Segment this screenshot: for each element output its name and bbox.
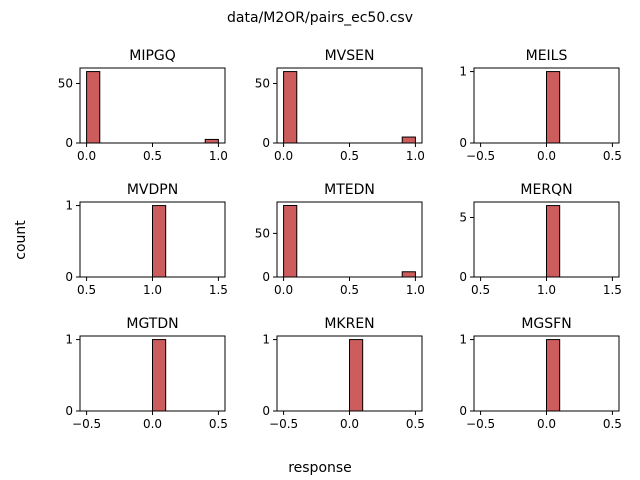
y-tick-label: 0: [65, 404, 73, 418]
x-tick-label: −0.5: [269, 417, 298, 431]
subplot-title: MIPGQ: [129, 48, 176, 64]
y-tick-label: 1: [459, 333, 467, 347]
histogram-bar: [283, 71, 298, 144]
subplot-panel: MERQN 0.5 1.0 1.5 0 5: [459, 182, 622, 297]
y-tick-label: 0: [459, 270, 467, 284]
x-tick-label: 0.0: [537, 417, 556, 431]
subplot-title: MERQN: [520, 182, 572, 198]
x-tick-label: 0.0: [274, 283, 293, 297]
figure-ylabel: count: [13, 220, 29, 260]
y-tick-label: 5: [459, 210, 467, 224]
histogram-bar: [86, 71, 101, 144]
y-tick-label: 0: [262, 270, 270, 284]
y-tick-label: 1: [65, 199, 73, 213]
subplot-panel: MTEDN 0.0 0.5 1.0 0 50: [255, 182, 425, 297]
histogram-bar: [349, 339, 364, 412]
x-tick-label: 1.0: [406, 283, 425, 297]
subplot-panel: MVDPN 0.5 1.0 1.5 0 1: [65, 182, 228, 297]
histogram-bar: [152, 339, 167, 412]
x-tick-label: 0.0: [77, 149, 96, 163]
x-tick-label: 1.0: [537, 283, 556, 297]
x-tick-label: 1.0: [143, 283, 162, 297]
histogram-bar: [401, 271, 416, 278]
x-tick-label: 0.5: [603, 149, 622, 163]
subplot-panel: MIPGQ 0.0 0.5 1.0 0 50: [58, 48, 228, 163]
subplot-title: MKREN: [324, 316, 374, 332]
y-tick-label: 1: [459, 65, 467, 79]
x-tick-label: −0.5: [72, 417, 101, 431]
y-tick-label: 50: [255, 76, 270, 90]
figure-xlabel: response: [288, 460, 352, 476]
subplot-panel: MGSFN −0.5 0.0 0.5 0 1: [459, 316, 622, 431]
subplot-title: MGTDN: [126, 316, 178, 332]
x-tick-label: 0.5: [471, 283, 490, 297]
x-tick-label: 1.0: [406, 149, 425, 163]
y-tick-label: 1: [262, 333, 270, 347]
histogram-bar: [401, 136, 416, 144]
histogram-bar: [546, 339, 561, 412]
histogram-bar: [152, 205, 167, 278]
x-tick-label: 0.0: [274, 149, 293, 163]
subplot-title: MTEDN: [324, 182, 375, 198]
x-tick-label: 1.5: [209, 283, 228, 297]
x-tick-label: 0.5: [77, 283, 96, 297]
subplot-title: MGSFN: [521, 316, 571, 332]
x-tick-label: 0.5: [209, 417, 228, 431]
y-tick-label: 0: [262, 404, 270, 418]
x-tick-label: 0.0: [143, 417, 162, 431]
subplot-title: MVSEN: [325, 48, 375, 64]
y-tick-label: 0: [459, 404, 467, 418]
y-tick-label: 0: [262, 136, 270, 150]
x-tick-label: 0.5: [603, 417, 622, 431]
histogram-bar: [546, 71, 561, 144]
x-tick-label: −0.5: [466, 417, 495, 431]
subplot-panel: MGTDN −0.5 0.0 0.5 0 1: [65, 316, 228, 431]
histogram-bar: [546, 205, 561, 278]
x-tick-label: 1.5: [603, 283, 622, 297]
histogram-bar: [283, 204, 298, 278]
y-tick-label: 0: [65, 270, 73, 284]
x-tick-label: 1.0: [209, 149, 228, 163]
x-tick-label: 0.5: [340, 149, 359, 163]
x-tick-label: −0.5: [466, 149, 495, 163]
subplot-title: MVDPN: [127, 182, 178, 198]
y-tick-label: 1: [65, 333, 73, 347]
subplot-panel: MEILS −0.5 0.0 0.5 0 1: [459, 48, 622, 163]
x-tick-label: 0.5: [143, 149, 162, 163]
histogram-bar: [204, 138, 219, 144]
subplot-panel: MKREN −0.5 0.0 0.5 0 1: [262, 316, 425, 431]
figure-suptitle: data/M2OR/pairs_ec50.csv: [227, 10, 413, 26]
subplot-title: MEILS: [526, 48, 568, 64]
y-tick-label: 50: [58, 76, 73, 90]
x-tick-label: 0.5: [406, 417, 425, 431]
y-tick-label: 0: [65, 136, 73, 150]
x-tick-label: 0.0: [537, 149, 556, 163]
y-tick-label: 50: [255, 226, 270, 240]
x-tick-label: 0.5: [340, 283, 359, 297]
subplot-panel: MVSEN 0.0 0.5 1.0 0 50: [255, 48, 425, 163]
x-tick-label: 0.0: [340, 417, 359, 431]
y-tick-label: 0: [459, 136, 467, 150]
